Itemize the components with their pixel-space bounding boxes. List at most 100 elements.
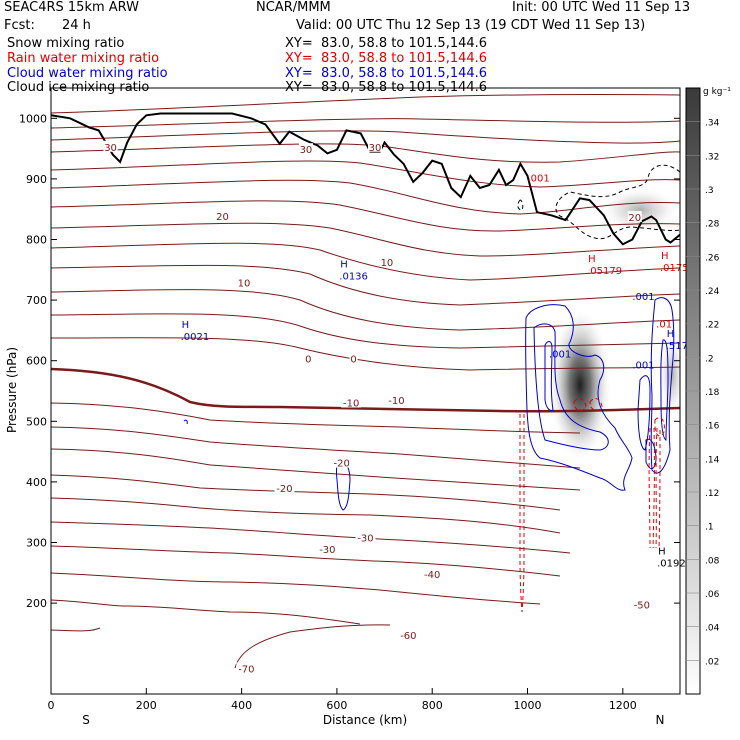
cloud-water-contour (335, 460, 351, 511)
rain-contour (519, 414, 523, 613)
temp-label-bg (355, 531, 376, 543)
isotherm-line (51, 130, 680, 144)
x-tick-label: 1200 (609, 699, 637, 712)
temp-label: 30 (104, 143, 117, 154)
temp-label: -30 (319, 545, 335, 556)
shading-core (550, 310, 610, 460)
isotherm-line (51, 474, 561, 511)
temp-label-bg (368, 140, 383, 152)
isotherm-line (51, 337, 680, 371)
isotherm-line (51, 572, 541, 605)
rain-contour (655, 427, 661, 549)
temp-label-bg (631, 598, 652, 610)
colorbar-tick-label: .22 (705, 321, 719, 331)
field-cloud-xy: XY= 83.0, 58.8 to 101.5,144.6 (285, 66, 488, 81)
isotherm-line (51, 179, 680, 215)
y-tick-label: 500 (26, 415, 47, 428)
temp-label: 0 (305, 354, 311, 365)
temp-label: -40 (424, 570, 440, 581)
field-snow-xy: XY= 83.0, 58.8 to 101.5,144.6 (285, 36, 488, 51)
annotation-value: .05179 (587, 266, 622, 277)
colorbar-tick-label: .24 (705, 287, 720, 297)
field-cloud-name: Cloud water mixing ratio (7, 66, 168, 81)
plot-frame (50, 87, 681, 695)
isotherm-line (51, 242, 680, 281)
colorbar-tick-label: .34 (705, 119, 720, 129)
isotherm-line (51, 624, 391, 669)
temp-label: -20 (276, 484, 292, 495)
x-axis: 0 200 400 600 800 1000 1200 (48, 688, 637, 712)
colorbar-tick-label: .26 (705, 253, 720, 263)
isotherm-line (51, 200, 680, 232)
field-ice-xy: XY= 83.0, 58.8 to 101.5,144.6 (285, 80, 488, 95)
temp-label-bg (215, 209, 230, 221)
colorbar-tick-label: .2 (705, 354, 714, 364)
colorbar-tick-label: .12 (705, 489, 719, 499)
y-tick-label: 900 (26, 173, 47, 186)
annotation-value: .001 (549, 349, 571, 360)
colorbar-tick-label: .32 (705, 152, 719, 162)
x-axis-label: Distance (km) (323, 713, 407, 727)
terrain-line (51, 112, 680, 246)
temp-label-bg (627, 211, 642, 223)
isotherm-line (51, 264, 680, 306)
colorbar-tick-label: .1 (705, 523, 714, 533)
annotation-value: .0136 (339, 271, 368, 282)
temp-label: -60 (400, 631, 416, 642)
rain-contour (648, 427, 655, 549)
annotation-high: H (658, 547, 666, 558)
y-tick-label: 600 (26, 355, 47, 368)
snow-contour (517, 199, 524, 211)
isotherm-line (51, 521, 571, 554)
annotation-value: .517 (666, 341, 688, 352)
temp-label: 0 (350, 354, 356, 365)
colorbar-tick-label: .14 (705, 455, 720, 465)
annotation-value: .001 (632, 360, 654, 371)
field-snow-name: Snow mixing ratio (7, 36, 125, 51)
cloud-water-contour (650, 297, 675, 474)
header-fcst-value: 24 h (62, 18, 91, 33)
header-valid: Valid: 00 UTC Thu 12 Sep 13 (19 CDT Wed … (296, 18, 646, 33)
isotherm-line (51, 402, 581, 434)
temp-label-bg (236, 276, 251, 288)
temp-label: 20 (216, 212, 229, 223)
colorbar-tick-label: .04 (705, 624, 720, 634)
temp-label: -30 (357, 534, 373, 545)
temperature-contours (51, 93, 680, 669)
cloud-water-contour (660, 339, 669, 441)
y-tick-label: 800 (26, 234, 47, 247)
isotherm-line (51, 448, 581, 491)
temp-label-bg (274, 481, 295, 493)
shading-right (660, 335, 680, 415)
colorbar-tick-label: .3 (705, 186, 714, 196)
isotherm-line (51, 313, 680, 349)
y-tick-label: 300 (26, 537, 47, 550)
temp-label-bg (298, 143, 313, 155)
colorbar-tick-label: .08 (705, 556, 720, 566)
temp-label-bg (422, 568, 443, 580)
temp-label: 10 (381, 258, 394, 269)
colorbar: .02 .04 .06 .08 .1 .12 .14 .16 .18 .2 .22 .24 .26 .28… (685, 87, 731, 695)
rain-contour (654, 417, 665, 437)
colorbar-unit: g kg⁻¹ (703, 87, 731, 97)
annotation-value: .001 (632, 292, 654, 303)
shading-upper (602, 188, 678, 232)
annotation-high: H (588, 254, 596, 265)
cloud-water-contour (645, 438, 657, 469)
y-tick-label: 200 (26, 597, 47, 610)
y-tick-label: 1000 (19, 112, 47, 125)
temp-label-bg (341, 396, 362, 408)
isotherm-line (51, 426, 581, 469)
temp-label: 20 (628, 213, 641, 224)
cloud-water-contours (183, 297, 675, 511)
x-tick-label: 0 (48, 699, 55, 712)
cloud-water-contour (525, 304, 633, 491)
temp-label: 30 (300, 145, 313, 156)
colorbar-tick-label: .06 (705, 590, 720, 600)
isotherm-line (51, 545, 561, 577)
temp-label-bg (386, 394, 407, 406)
annotation-value: .0021 (181, 332, 210, 343)
x-tick-label: 600 (326, 699, 347, 712)
annotations: H.0021H.0136H.05179H.0192H.517H.0175.001… (181, 174, 689, 570)
